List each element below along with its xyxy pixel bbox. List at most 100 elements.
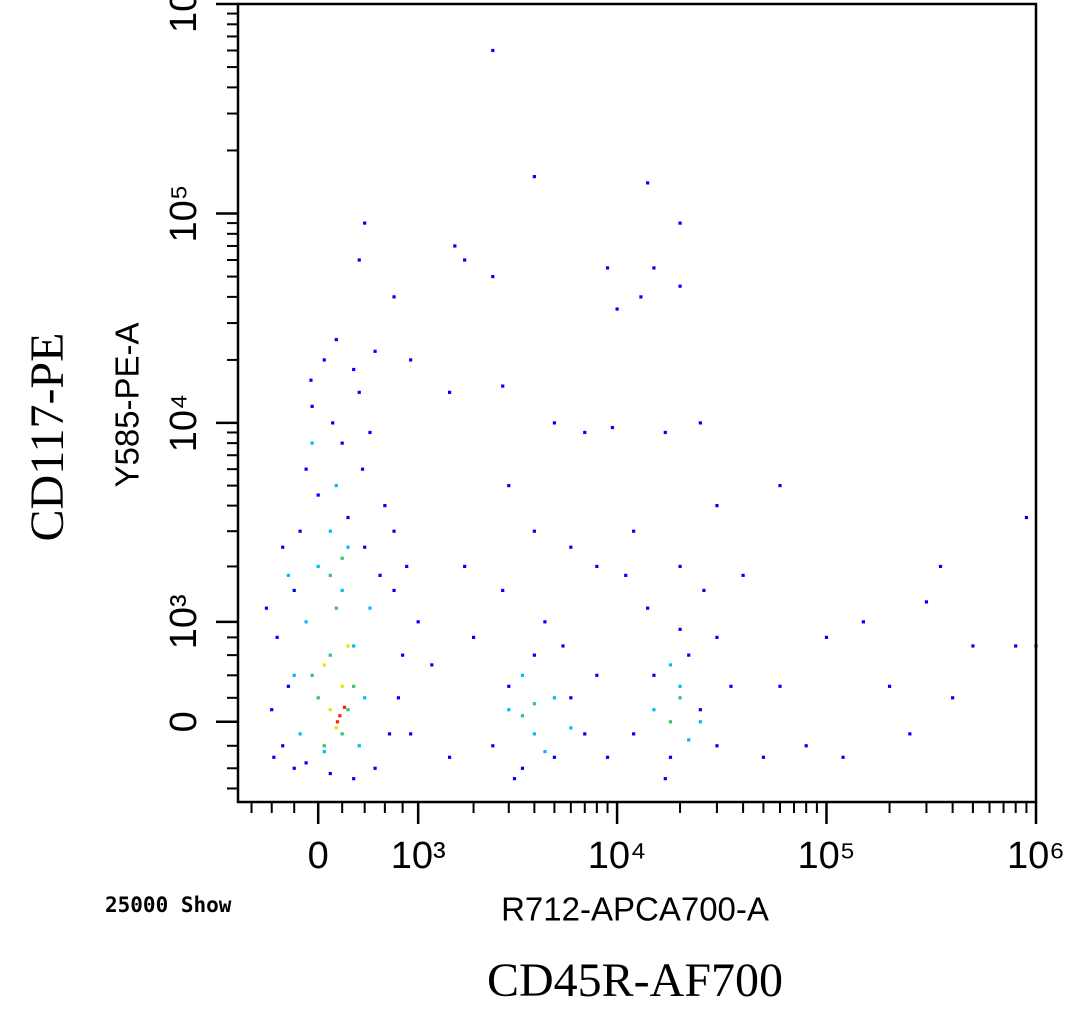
event-point: [610, 425, 615, 430]
event-point: [316, 493, 320, 497]
event-point: [938, 564, 943, 569]
event-point: [561, 644, 565, 648]
event-point: [310, 441, 314, 445]
event-point: [328, 573, 332, 577]
event-point: [335, 720, 340, 724]
event-point: [687, 653, 691, 657]
event-point: [668, 663, 673, 667]
event-point: [741, 573, 745, 577]
event-point: [971, 644, 975, 648]
event-point: [698, 720, 702, 724]
event-point: [334, 606, 338, 610]
event-count: 25000 Show: [105, 893, 232, 917]
event-point: [532, 732, 536, 736]
event-point: [583, 430, 587, 435]
event-point: [328, 653, 332, 657]
event-point: [281, 744, 285, 748]
event-point: [698, 708, 702, 712]
y-tick-label: 10⁴: [163, 394, 205, 453]
event-point: [924, 600, 929, 604]
event-point: [373, 766, 377, 770]
event-point: [334, 726, 338, 730]
event-point: [352, 684, 356, 688]
event-point: [646, 181, 650, 185]
event-point: [352, 644, 356, 648]
event-point: [595, 673, 599, 677]
event-point: [322, 358, 326, 362]
event-point: [373, 349, 377, 353]
event-point: [824, 635, 829, 639]
event-point: [383, 504, 387, 508]
event-point: [804, 744, 808, 748]
event-point: [264, 606, 269, 610]
event-point: [340, 441, 344, 445]
event-point: [543, 749, 547, 754]
y-tick-label: 10⁶: [163, 0, 205, 33]
event-point: [334, 483, 338, 488]
event-point: [310, 404, 314, 408]
event-point: [698, 421, 702, 425]
event-point: [340, 556, 344, 560]
event-point: [396, 696, 400, 700]
event-point: [322, 744, 326, 748]
event-point: [304, 761, 308, 765]
event-point: [552, 696, 557, 700]
event-point: [532, 175, 536, 179]
event-point: [778, 684, 782, 688]
event-point: [352, 777, 356, 781]
y-tick-label: 10⁵: [163, 185, 205, 243]
event-point: [363, 221, 367, 225]
event-point: [328, 771, 332, 776]
event-point: [520, 673, 525, 677]
event-point: [678, 684, 682, 688]
event-point: [663, 430, 667, 435]
event-point: [678, 627, 682, 631]
event-point: [552, 755, 557, 759]
event-point: [357, 258, 361, 262]
event-point: [378, 573, 382, 577]
event-point: [310, 673, 314, 677]
event-point: [430, 663, 434, 667]
event-point: [368, 606, 372, 610]
event-point: [520, 714, 525, 718]
event-point: [316, 696, 320, 700]
event-point: [401, 653, 405, 657]
event-point: [652, 266, 656, 270]
instrument-y-label: Y585-PE-A: [109, 322, 146, 487]
event-point: [678, 564, 682, 569]
y-axis-label: CD117-PE: [21, 333, 74, 542]
event-point: [340, 684, 344, 688]
event-point: [334, 338, 338, 342]
event-point: [340, 732, 344, 736]
x-axis-label: CD45R-AF700: [487, 954, 783, 1007]
event-point: [409, 732, 413, 736]
event-point: [632, 732, 636, 736]
event-point: [605, 755, 610, 759]
event-point: [569, 726, 573, 730]
event-point: [387, 732, 392, 736]
event-point: [281, 545, 285, 549]
event-point: [357, 744, 361, 748]
event-point: [292, 588, 296, 593]
event-point: [543, 620, 547, 624]
x-tick-label: 10⁵: [797, 835, 855, 877]
event-point: [447, 390, 452, 394]
event-point: [841, 755, 845, 759]
y-tick-label: 0: [163, 711, 205, 732]
event-point: [668, 720, 673, 724]
event-point: [491, 744, 495, 748]
event-point: [286, 573, 291, 577]
event-point: [1014, 644, 1018, 648]
event-point: [678, 696, 682, 700]
event-point: [304, 620, 308, 624]
event-point: [569, 696, 573, 700]
event-point: [360, 467, 365, 471]
plot-frame: [236, 2, 1038, 804]
event-point: [646, 606, 650, 610]
event-point: [507, 483, 511, 488]
event-point: [298, 732, 302, 736]
event-point: [729, 684, 733, 688]
event-point: [328, 708, 332, 712]
x-tick-label: 10⁴: [588, 835, 647, 877]
